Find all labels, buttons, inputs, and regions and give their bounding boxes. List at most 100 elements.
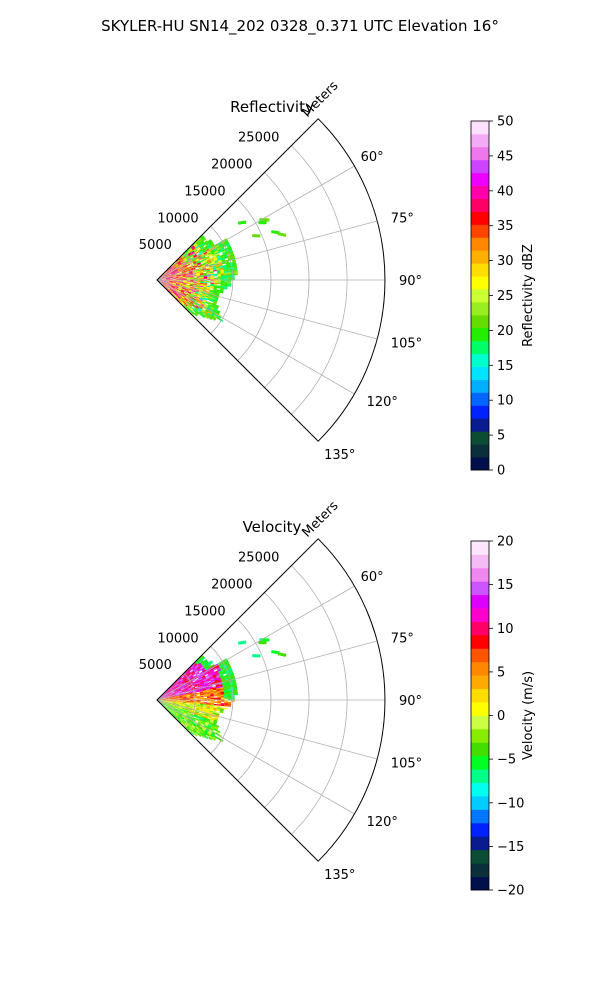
colorbar-segment [471,836,489,851]
colorbar-segment [471,634,489,649]
colorbar-segment [471,648,489,663]
colorbar-segment [471,769,489,784]
azimuth-tick-label: 120° [367,815,398,830]
azimuth-tick-label: 135° [324,448,355,463]
colorbar-tick-label: −15 [497,840,524,855]
colorbar-tick-label: 10 [497,622,514,637]
colorbar-segment [471,728,489,743]
reflectivity-colorbar: 0 5 10 15 20 25 30 35 40 45 50 [470,115,514,479]
colorbar-segment [471,133,489,148]
colorbar-segment [471,379,489,393]
colorbar-segment [471,405,489,419]
colorbar-segment [471,796,489,810]
range-tick-label: 25000 [238,131,279,146]
colorbar-segment [471,224,489,238]
colorbar-tick-label: 15 [497,578,514,593]
velocity-panel: Velocity Meters Velocity (m/s) 5000 10000… [139,498,536,898]
colorbar-segment [471,675,489,690]
azimuth-tick-label: 135° [324,868,355,883]
azimuth-tick-label: 75° [391,631,414,646]
colorbar-tick-label: 40 [497,184,514,199]
azimuth-tick-label: 105° [391,337,422,352]
colorbar-segment [471,263,489,277]
colorbar-tick-label: 30 [497,254,514,269]
colorbar-segment [471,863,489,877]
range-tick-label: 25000 [238,551,279,566]
range-tick-label: 15000 [184,184,225,199]
range-tick-label: 20000 [211,578,252,593]
velocity-colorbar-label: Velocity (m/s) [521,671,536,760]
colorbar-segment [471,146,489,161]
colorbar-segment [471,301,489,316]
colorbar-segment [471,185,489,199]
colorbar-segment [471,340,489,355]
colorbar-segment [471,392,489,406]
colorbar-tick-label: −5 [497,753,516,768]
colorbar-segment [471,211,489,225]
colorbar-segment [471,366,489,380]
colorbar-tick-label: 5 [497,429,505,444]
colorbar-segment [471,876,489,891]
reflectivity-colorbar-label: Reflectivity dBZ [521,244,536,347]
velocity-colorbar: −20 −15 −10 −5 0 5 10 15 20 [470,535,524,899]
reflectivity-panel: Reflectivity Meters Reflectivity dBZ 500… [139,78,536,478]
colorbar-segment [471,608,489,622]
sector-outline [156,118,386,442]
colorbar-tick-label: 0 [497,464,505,479]
range-tick-label: 10000 [157,211,198,226]
reflectivity-echo-field [158,218,287,322]
colorbar-tick-label: 0 [497,709,505,724]
colorbar-segment [471,715,489,730]
colorbar-segment [471,567,489,582]
colorbar-segment [471,755,489,770]
colorbar-segment [471,327,489,342]
figure-title: SKYLER-HU SN14_202 0328_0.371 UTC Elevat… [101,17,499,36]
colorbar-segment [471,237,489,251]
azimuth-tick-label: 60° [361,150,384,165]
colorbar-tick-label: 20 [497,535,514,550]
colorbar-tick-label: 50 [497,115,514,130]
range-tick-label: 5000 [139,658,172,673]
colorbar-tick-label: 15 [497,359,514,374]
colorbar-segment [471,849,489,864]
velocity-echo-field [158,638,287,742]
reflectivity-title: Reflectivity [230,98,314,116]
colorbar-segment [471,444,489,458]
azimuth-tick-label: 105° [391,757,422,772]
azimuth-tick-label: 60° [361,570,384,585]
colorbar-segment [471,121,489,135]
colorbar-segment [471,418,489,432]
sector-outline [156,538,386,862]
colorbar-tick-label: 25 [497,289,514,304]
colorbar-tick-label: −20 [497,884,524,899]
velocity-title: Velocity [243,518,302,536]
colorbar-tick-label: 5 [497,665,505,680]
colorbar-segment [471,198,489,212]
colorbar-segment [471,457,489,471]
colorbar-segment [471,276,489,290]
colorbar-segment [471,541,489,555]
colorbar-segment [471,581,489,596]
colorbar-segment [471,809,489,824]
colorbar-segment [471,314,489,329]
colorbar-tick-label: 10 [497,394,514,409]
colorbar-segment [471,661,489,676]
colorbar-segment [471,250,489,264]
colorbar-segment [471,159,489,174]
colorbar-segment [471,822,489,837]
azimuth-tick-label: 120° [367,395,398,410]
colorbar-segment [471,431,489,445]
azimuth-tick-label: 75° [391,211,414,226]
colorbar-tick-label: 35 [497,219,514,234]
colorbar-segment [471,702,489,716]
colorbar-segment [471,554,489,569]
range-tick-label: 20000 [211,158,252,173]
colorbar-segment [471,742,489,757]
colorbar-tick-label: 20 [497,324,514,339]
colorbar-segment [471,172,489,187]
colorbar-segment [471,621,489,636]
velocity-range-label: Meters [300,498,342,540]
colorbar-segment [471,594,489,609]
